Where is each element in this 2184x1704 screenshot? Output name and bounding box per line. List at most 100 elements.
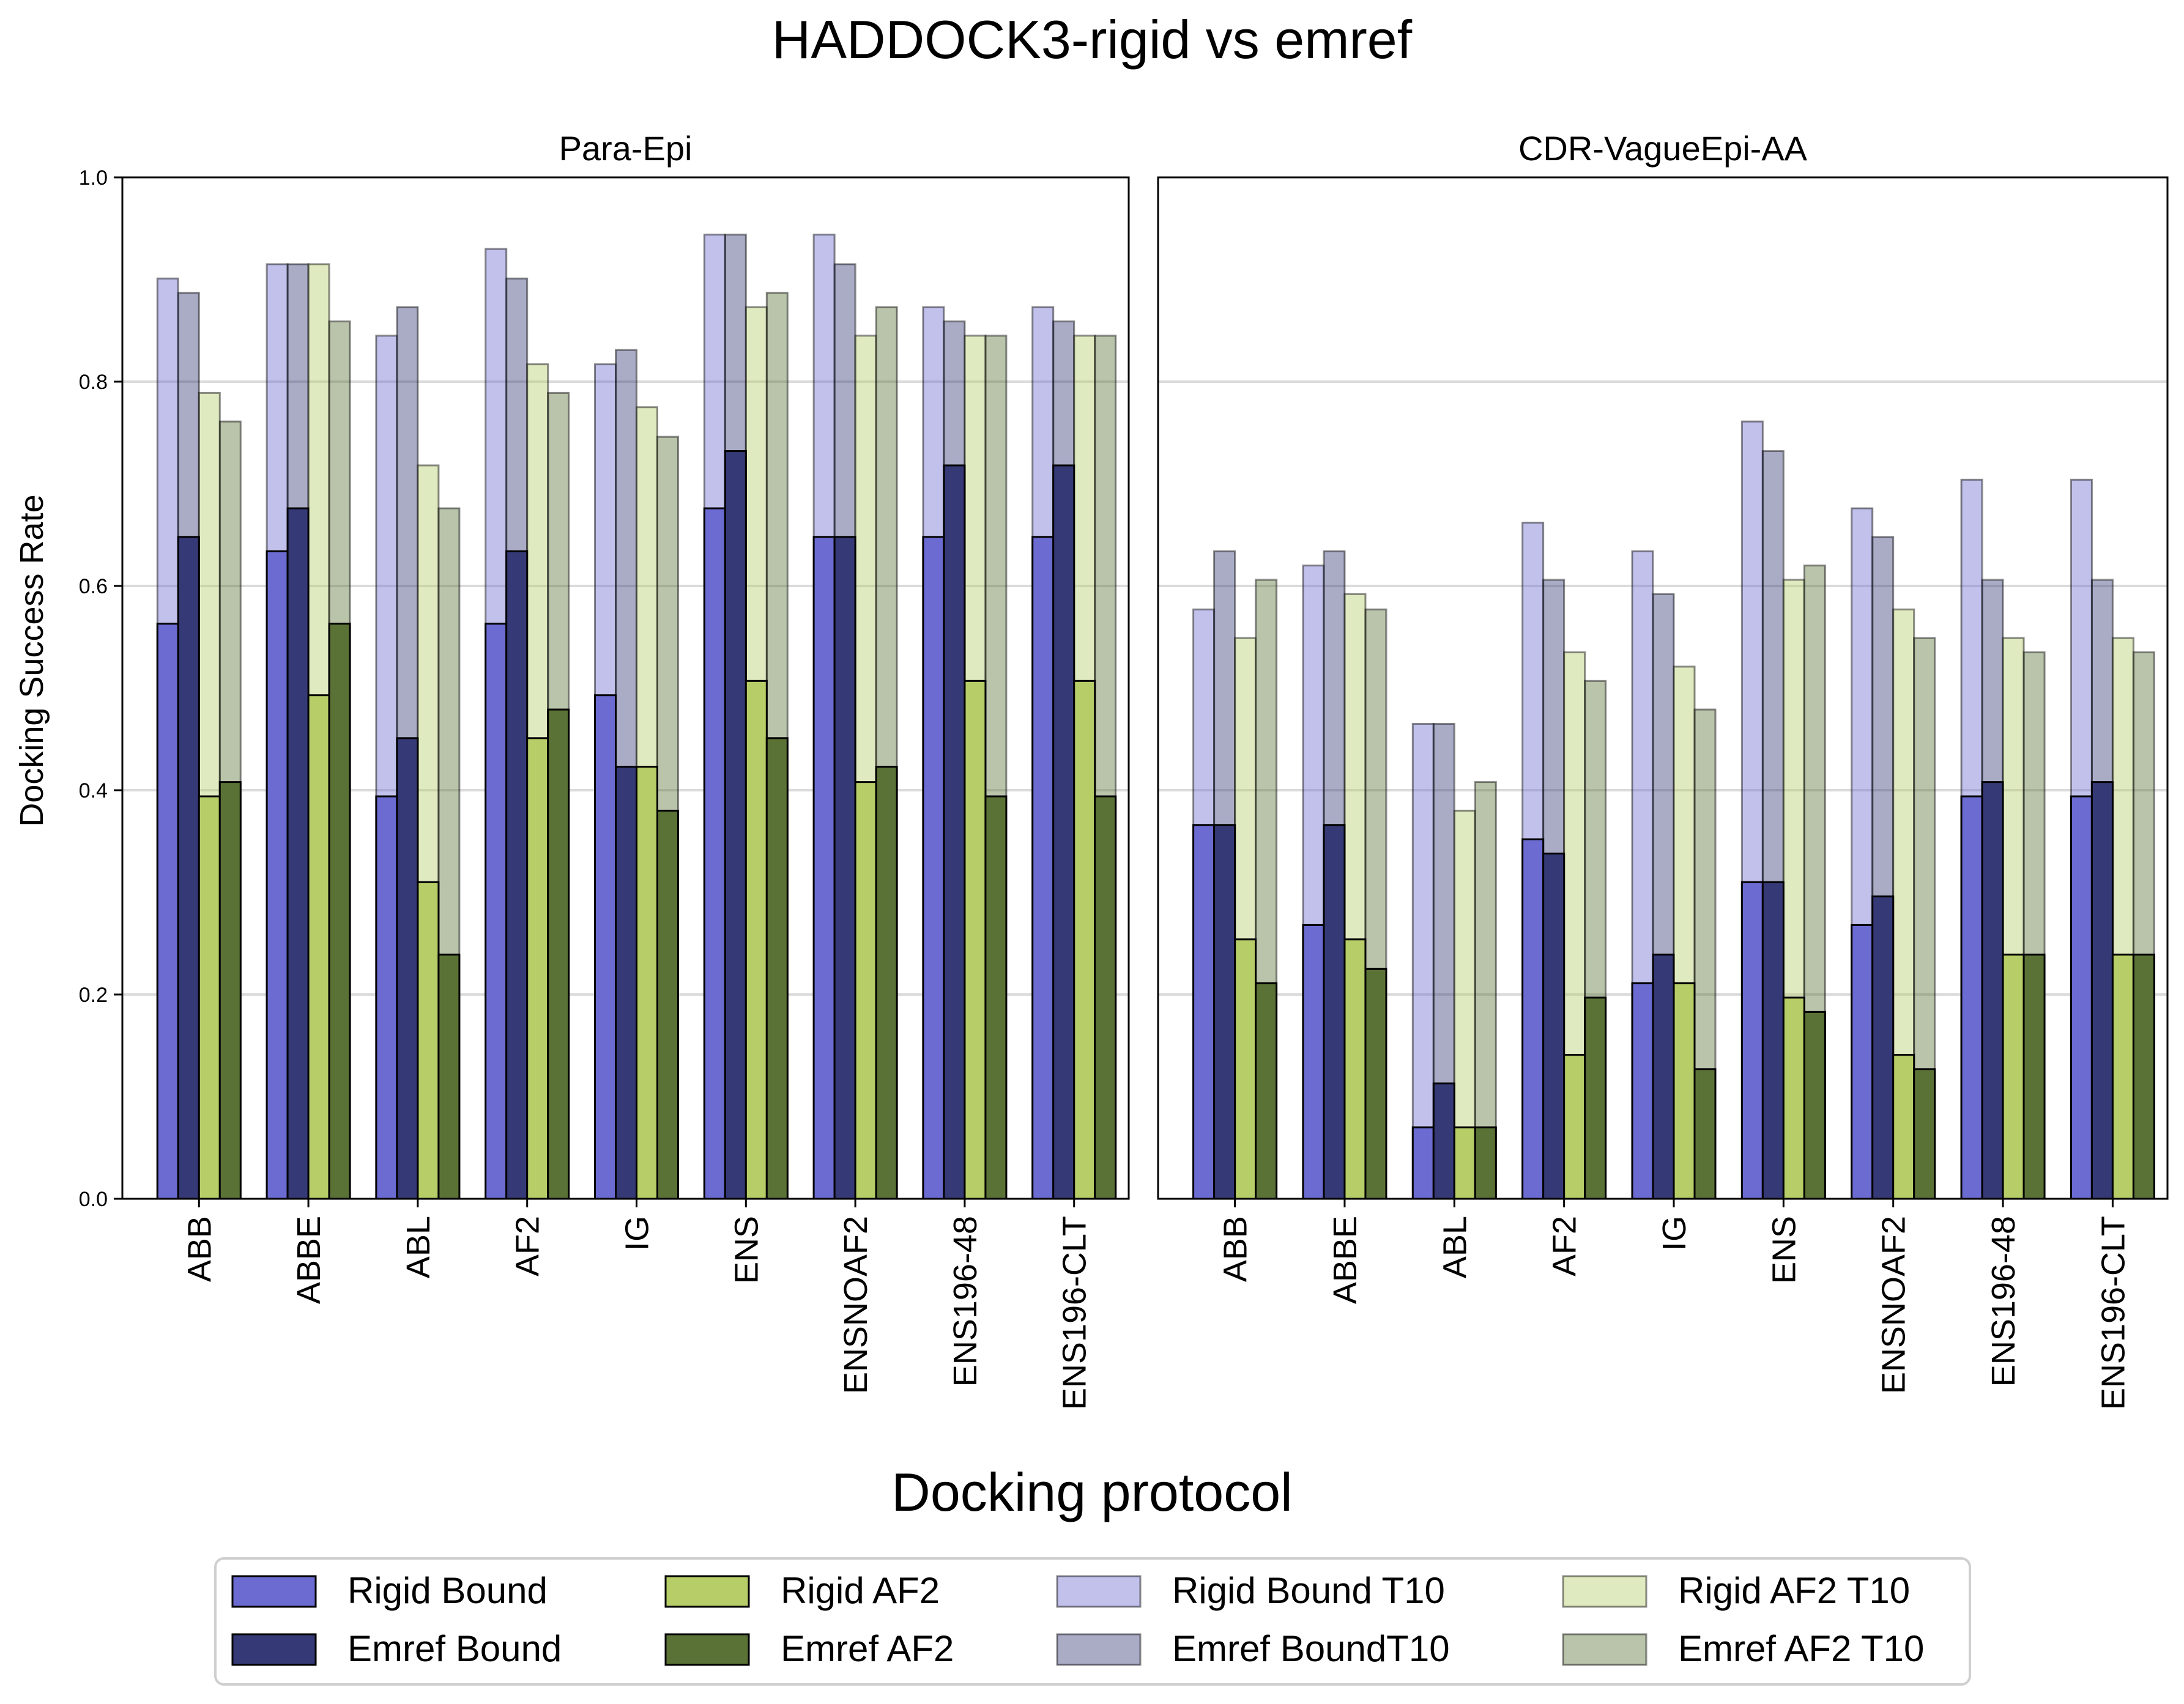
bar-emref-bound <box>1432 1082 1455 1200</box>
legend-item: Emref AF2 T10 <box>1562 1628 1924 1669</box>
panel-title: CDR-VagueEpi-AA <box>1518 129 1808 168</box>
x-tick-label: ENS <box>728 1216 765 1284</box>
bar-emref-af2 <box>1584 996 1607 1200</box>
legend-swatch <box>231 1633 317 1666</box>
legend-label: Rigid AF2 T10 <box>1678 1570 1910 1611</box>
bar-rigid-bound <box>1031 536 1055 1200</box>
bar-rigid-af2 <box>636 766 658 1200</box>
legend-item: Emref AF2 <box>664 1628 954 1669</box>
bar-rigid-bound <box>1740 881 1764 1200</box>
legend-label: Emref AF2 T10 <box>1678 1628 1924 1669</box>
legend-label: Rigid AF2 <box>781 1570 940 1611</box>
bar-emref-af2 <box>218 781 242 1200</box>
legend-item: Rigid Bound T10 <box>1056 1570 1445 1611</box>
bar-emref-bound <box>286 507 310 1200</box>
legend-swatch <box>1056 1633 1142 1666</box>
x-tick-label: AF2 <box>510 1216 546 1276</box>
x-tick-label: ABBE <box>291 1216 327 1304</box>
bar-rigid-af2 <box>307 694 330 1200</box>
bar-rigid-af2 <box>2111 954 2134 1200</box>
bar-rigid-af2 <box>2002 954 2025 1200</box>
bar-emref-bound <box>177 536 200 1200</box>
bar-emref-af2 <box>547 708 570 1200</box>
bar-emref-bound <box>1761 881 1785 1200</box>
bar-emref-bound <box>505 550 529 1200</box>
bar-rigid-bound <box>375 795 398 1200</box>
chart-panels: Para-Epi ABB ABBE ABL AF2 IG ENS ENSNOAF2 ENS196… <box>79 129 2169 1410</box>
bar-rigid-bound <box>703 507 726 1200</box>
x-tick-label: IG <box>1656 1216 1693 1251</box>
y-tick-label: 1.0 <box>79 166 108 190</box>
x-tick-label: ABB <box>1217 1216 1254 1282</box>
bar-rigid-bound <box>1411 1126 1435 1200</box>
legend-item: Emref BoundT10 <box>1056 1628 1450 1669</box>
legend-swatch <box>1562 1575 1647 1608</box>
legend-swatch <box>664 1633 750 1666</box>
x-tick-label: AF2 <box>1547 1216 1583 1276</box>
bar-emref-af2 <box>1693 1068 1717 1200</box>
x-tick-label: ENS196-48 <box>947 1216 984 1387</box>
bar-emref-af2 <box>1094 795 1117 1200</box>
bar-rigid-bound <box>1192 824 1216 1200</box>
x-axis-label: Docking protocol <box>891 1462 1292 1522</box>
x-tick-label: ABL <box>400 1216 437 1278</box>
legend-label: Emref Bound <box>347 1628 562 1669</box>
legend: Rigid Bound Emref Bound Rigid AF2 Emref AF2… <box>214 1557 1971 1686</box>
bar-rigid-bound-t10 <box>1411 722 1435 1200</box>
legend-label: Emref AF2 <box>781 1628 954 1669</box>
y-axis-label: Docking Success Rate <box>13 494 50 826</box>
bar-rigid-af2 <box>1234 938 1257 1200</box>
bar-rigid-af2 <box>198 795 221 1200</box>
bar-emref-bound <box>1542 853 1566 1200</box>
bar-emref-af2 <box>328 623 351 1200</box>
bar-rigid-af2 <box>1073 680 1096 1200</box>
legend-label: Rigid Bound <box>347 1570 548 1611</box>
x-tick-label: ENS <box>1766 1216 1802 1284</box>
bar-rigid-bound <box>156 623 179 1200</box>
bar-emref-af2 <box>875 766 898 1200</box>
bar-rigid-af2 <box>1673 982 1696 1200</box>
bar-emref-af2 <box>984 795 1008 1200</box>
legend-item: Rigid Bound <box>231 1570 548 1611</box>
bar-rigid-af2 <box>1892 1054 1915 1200</box>
x-tick-label: ENS196-CLT <box>1057 1216 1093 1410</box>
bar-emref-bound <box>1981 781 2004 1200</box>
x-tick-label: ABBE <box>1327 1216 1364 1304</box>
bar-rigid-af2 <box>1563 1054 1586 1200</box>
panel-frame <box>1157 176 2169 1200</box>
bar-emref-af2 <box>1913 1068 1936 1200</box>
y-tick-label: 0.0 <box>79 1188 108 1211</box>
bar-emref-bound <box>1652 954 1675 1200</box>
bar-emref-af2 <box>1474 1126 1497 1200</box>
chart-title: HADDOCK3-rigid vs emref <box>772 9 1413 70</box>
bar-rigid-bound <box>922 536 945 1200</box>
bar-rigid-bound <box>1851 924 1874 1200</box>
x-tick-label: ENSNOAF2 <box>1876 1216 1912 1394</box>
bar-emref-af2 <box>656 809 679 1200</box>
bar-emref-bound <box>1052 464 1075 1200</box>
bar-rigid-af2 <box>854 781 877 1200</box>
bar-rigid-bound <box>594 694 617 1200</box>
bar-emref-bound <box>943 464 966 1200</box>
legend-box <box>214 1557 1971 1686</box>
bar-rigid-bound <box>266 550 289 1200</box>
bar-rigid-af2 <box>1453 1126 1476 1200</box>
x-tick-label: ENSNOAF2 <box>838 1216 874 1394</box>
legend-swatch <box>664 1575 750 1608</box>
bar-rigid-af2 <box>1343 938 1367 1200</box>
bar-rigid-bound <box>1960 795 1983 1200</box>
bar-emref-af2 <box>1255 982 1278 1200</box>
bar-rigid-af2 <box>1782 996 1805 1200</box>
bar-emref-bound <box>396 737 419 1200</box>
y-tick-label: 0.2 <box>79 984 108 1007</box>
x-tick-label: ABL <box>1436 1216 1473 1278</box>
y-tick-label: 0.6 <box>79 575 108 598</box>
bar-emref-af2 <box>1364 968 1387 1200</box>
bar-rigid-bound <box>485 623 508 1200</box>
bar-emref-bound <box>1323 824 1346 1200</box>
bar-emref-bound <box>1871 895 1895 1200</box>
bar-emref-bound <box>615 766 637 1200</box>
bar-emref-af2 <box>1803 1010 1826 1200</box>
x-tick-label: ENS196-48 <box>1985 1216 2022 1387</box>
legend-label: Rigid Bound T10 <box>1172 1570 1445 1611</box>
